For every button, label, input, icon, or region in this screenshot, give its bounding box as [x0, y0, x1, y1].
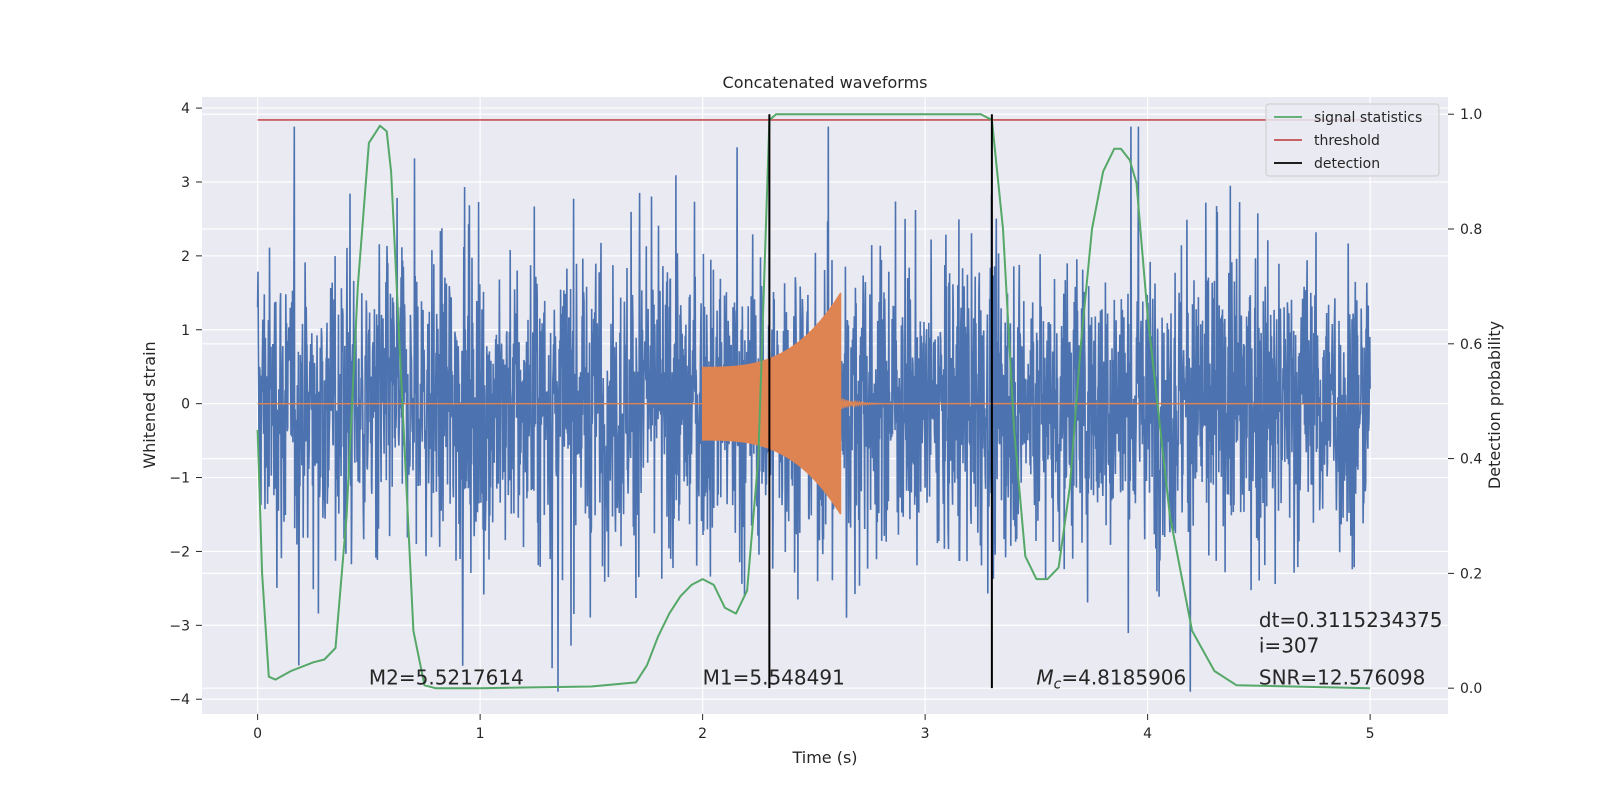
legend-label-threshold: threshold — [1314, 133, 1380, 149]
x-tick-label: 0 — [253, 726, 262, 742]
y-ticks-right: 0.0 0.2 0.4 0.6 0.8 1.0 — [1448, 107, 1482, 697]
y-right-tick-label: 0.8 — [1460, 222, 1482, 238]
plot-area — [256, 113, 1371, 692]
legend-label-detection: detection — [1314, 156, 1380, 172]
legend-label-signal-statistics: signal statistics — [1314, 110, 1422, 126]
template-series-line — [257, 292, 1371, 515]
annotation-m2: M2=5.5217614 — [369, 665, 524, 689]
y-right-tick-label: 0.0 — [1460, 681, 1482, 697]
y-tick-label: 3 — [181, 175, 190, 191]
annotations: M2=5.5217614 M1=5.548491 Mc=4.8185906 dt=0.… — [369, 608, 1443, 693]
y-tick-label: −4 — [169, 692, 190, 708]
x-ticks: 0 1 2 3 4 5 — [253, 714, 1375, 742]
y-axis-label-left: Whitened strain — [140, 341, 159, 468]
legend: signal statistics threshold detection — [1265, 103, 1440, 177]
x-tick-label: 4 — [1143, 726, 1152, 742]
annotation-mc: Mc=4.8185906 — [1036, 665, 1186, 692]
x-tick-label: 2 — [698, 726, 707, 742]
y-right-tick-label: 0.6 — [1460, 337, 1482, 353]
y-right-tick-label: 0.4 — [1460, 452, 1482, 468]
chart-title: Concatenated waveforms — [723, 73, 928, 92]
y-tick-label: −2 — [169, 544, 190, 560]
x-tick-label: 3 — [921, 726, 930, 742]
y-tick-label: 0 — [181, 397, 190, 413]
x-tick-label: 5 — [1366, 726, 1375, 742]
y-right-tick-label: 1.0 — [1460, 107, 1482, 123]
annotation-dt: dt=0.3115234375 — [1259, 608, 1443, 632]
signal-statistics-line — [256, 113, 1371, 690]
y-tick-label: 4 — [181, 101, 190, 117]
y-tick-label: −1 — [169, 471, 190, 487]
annotation-i: i=307 — [1259, 634, 1320, 658]
y-right-tick-label: 0.2 — [1460, 566, 1482, 582]
y-tick-label: 1 — [181, 323, 190, 339]
y-tick-label: −3 — [169, 618, 190, 634]
y-ticks-left: −4 −3 −2 −1 0 1 2 3 4 — [169, 101, 202, 708]
x-tick-label: 1 — [476, 726, 485, 742]
legend-box — [1265, 103, 1440, 177]
x-axis-label: Time (s) — [791, 748, 857, 767]
annotation-snr: SNR=12.576098 — [1259, 665, 1425, 689]
y-tick-label: 2 — [181, 249, 190, 265]
y-axis-label-right: Detection probability — [1485, 321, 1504, 489]
annotation-m1: M1=5.548491 — [703, 665, 845, 689]
